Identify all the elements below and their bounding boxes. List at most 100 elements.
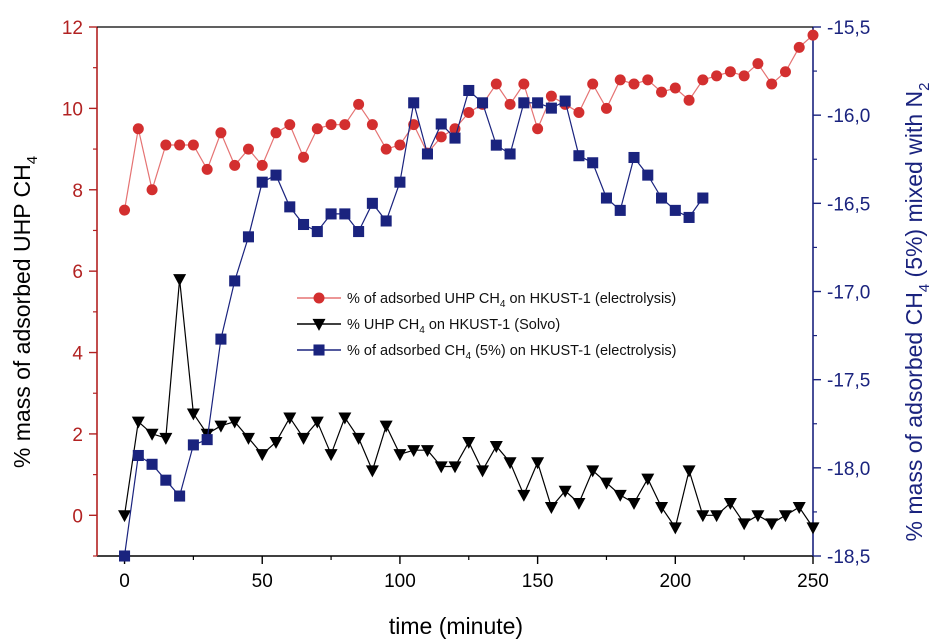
series-1-point: [463, 106, 475, 118]
y-left-tick-label: 12: [62, 18, 83, 39]
legend-item-2: % UHP CH4 on HKUST-1 (Solvo): [297, 317, 560, 336]
series-1-point: [573, 106, 585, 118]
series-3-point: [284, 201, 296, 213]
series-2-point: [297, 432, 311, 445]
series-3-point: [380, 215, 392, 227]
series-2-point: [778, 510, 792, 523]
series-1-point: [628, 78, 640, 90]
series-2-point: [118, 510, 132, 523]
series-3-point: [573, 150, 585, 162]
series-2-point: [503, 457, 517, 470]
series-2-point: [682, 465, 696, 478]
series-2-point: [352, 432, 366, 445]
series-2-point: [228, 416, 242, 429]
series-3-point: [642, 169, 654, 181]
series-2-point: [462, 436, 476, 449]
series-2-point: [434, 461, 448, 474]
series-3-point: [201, 434, 213, 446]
series-1-point: [435, 131, 447, 143]
series-3-point: [242, 231, 254, 243]
series-3-point: [449, 132, 461, 144]
series-3-point: [119, 550, 131, 562]
series-1-point: [766, 78, 778, 90]
series-3-point: [187, 439, 199, 451]
series-1-point: [325, 119, 337, 131]
series-2-point: [365, 465, 379, 478]
y-axis-right: -18,5 -18,0 -17,5 -17,0 -16,5 -16,0 -15,5: [813, 18, 870, 568]
series-2-point: [696, 510, 710, 523]
series-1-point: [132, 123, 144, 135]
series-1-point: [793, 41, 805, 53]
y-right-tick-label: -18,0: [827, 459, 870, 480]
series-3-point: [435, 118, 447, 130]
x-tick-label: 50: [252, 571, 273, 592]
series-2-point: [723, 497, 737, 510]
series-1-point: [298, 151, 310, 163]
series-2-point: [214, 420, 228, 433]
series-2-point: [655, 502, 669, 514]
series-1-point: [256, 159, 268, 171]
series-2-point: [283, 412, 297, 425]
series-1-point: [353, 98, 365, 110]
series-3-point: [270, 169, 282, 181]
series-3-point: [669, 204, 681, 216]
legend: % of adsorbed UHP CH4 on HKUST-1 (electr…: [297, 291, 677, 362]
series-3-point: [559, 95, 571, 107]
series-2-point: [379, 420, 393, 433]
series-1-point: [311, 123, 323, 135]
series-3-point: [518, 97, 530, 109]
series-3-point: [174, 490, 186, 502]
series-1-point: [752, 58, 764, 70]
legend-item-1: % of adsorbed UHP CH4 on HKUST-1 (electr…: [297, 291, 676, 310]
series-1-point: [380, 143, 392, 155]
series-1-point: [587, 78, 599, 90]
series-1-point: [669, 82, 681, 94]
series-1-point: [187, 139, 199, 151]
series-2-point: [310, 416, 324, 429]
y-left-tick-label: 0: [72, 506, 83, 527]
series-2-point: [737, 518, 751, 531]
series-1-point: [449, 123, 461, 135]
series-3-point: [463, 84, 475, 97]
series-2-point: [710, 510, 724, 523]
series-1-point: [146, 184, 158, 196]
series-1-point: [160, 139, 172, 151]
series-2-point: [338, 412, 352, 425]
series-2-point: [159, 432, 173, 445]
series-2-point: [407, 445, 421, 458]
series-layer: [118, 29, 820, 562]
series-1-point: [642, 74, 654, 86]
series-3-point: [614, 204, 626, 216]
series-3-point: [408, 97, 420, 109]
x-tick-label: 200: [659, 571, 691, 592]
series-2-point: [145, 428, 159, 441]
series-1-point: [490, 78, 502, 90]
y-right-tick-label: -16,5: [827, 194, 870, 215]
y-left-tick-label: 4: [72, 344, 83, 365]
series-1-point: [270, 127, 282, 139]
series-3-point: [366, 197, 378, 209]
y-axis-left-title: % mass of adsorbed UHP CH4: [9, 156, 41, 468]
series-2-point: [173, 274, 187, 287]
series-2-point: [544, 502, 558, 514]
series-1-point: [229, 159, 241, 171]
series-1-point: [697, 74, 709, 86]
series-3-point: [298, 218, 310, 231]
y-left-tick-label: 10: [62, 99, 83, 120]
series-2-point: [586, 465, 600, 478]
series-3-point: [683, 211, 695, 223]
series-2-point: [517, 489, 531, 502]
series-2: [118, 274, 820, 535]
series-3-point: [587, 157, 599, 169]
series-2-point: [420, 445, 434, 458]
x-tick-label: 250: [797, 571, 829, 592]
series-3-point: [146, 458, 158, 470]
series-2-point: [255, 449, 269, 462]
series-3-point: [353, 226, 365, 238]
series-2-point: [448, 461, 462, 474]
series-1: [119, 29, 819, 216]
series-3-point: [325, 208, 337, 220]
series-2-point: [627, 497, 641, 510]
y-axis-right-title: % mass of adsorbed CH4 (5%) mixed with N…: [901, 83, 933, 542]
